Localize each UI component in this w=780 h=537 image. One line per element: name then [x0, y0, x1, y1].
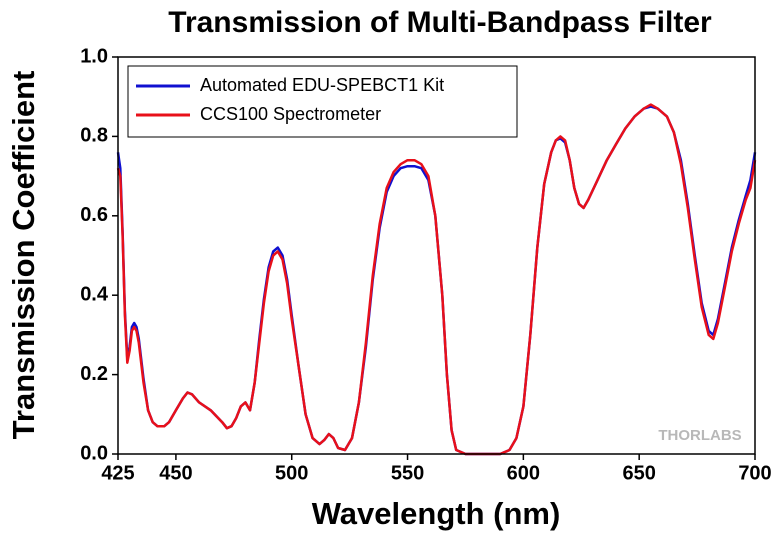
legend-label: CCS100 Spectrometer — [200, 104, 381, 124]
x-tick-label: 700 — [738, 462, 771, 484]
y-tick-label: 0.2 — [80, 363, 108, 385]
watermark: THORLABS — [658, 427, 741, 444]
series-line — [116, 103, 757, 456]
x-tick-label: 650 — [622, 462, 655, 484]
y-tick-label: 0.6 — [80, 204, 108, 226]
legend-label: Automated EDU-SPEBCT1 Kit — [200, 75, 444, 95]
chart-title: Transmission of Multi-Bandpass Filter — [168, 6, 712, 39]
y-tick-label: 1.0 — [80, 45, 108, 67]
y-tick-label: 0.4 — [80, 283, 109, 305]
x-tick-label: 600 — [507, 462, 540, 484]
x-axis-title: Wavelength (nm) — [312, 496, 561, 531]
x-tick-label: 425 — [101, 462, 134, 484]
y-tick-label: 0.0 — [80, 442, 108, 464]
y-axis-title: Transmission Coefficient — [6, 71, 41, 440]
x-tick-label: 550 — [391, 462, 424, 484]
y-tick-label: 0.8 — [80, 125, 108, 147]
legend-box — [127, 65, 518, 138]
plot-frame — [117, 56, 756, 455]
series-line — [116, 105, 757, 456]
x-tick-label: 450 — [159, 462, 192, 484]
x-tick-label: 500 — [275, 462, 308, 484]
